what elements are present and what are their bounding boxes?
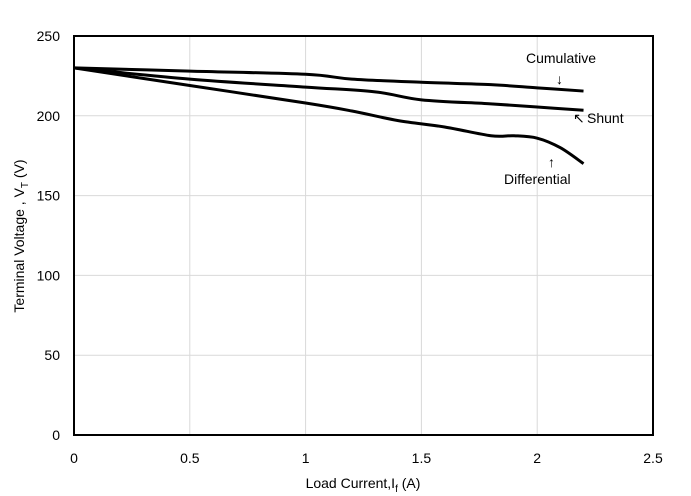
annotation-arrow-cumulative: ↓ (556, 71, 563, 87)
series-layer (73, 66, 585, 165)
x-tick-label: 0.5 (180, 450, 200, 466)
annotation-label-shunt: Shunt (587, 110, 624, 126)
y-axis-title: Terminal Voltage , VT (V) (11, 159, 31, 312)
series-line-cumulative (73, 66, 584, 93)
x-tick-label: 1.5 (412, 450, 432, 466)
y-tick-label: 200 (37, 108, 61, 124)
annotation-arrow-differential: ↑ (548, 154, 555, 170)
annotation-arrow-shunt: ↖ (573, 110, 585, 126)
y-axis-title-unit: (V) (11, 159, 27, 182)
x-axis-title: Load Current,If (A) (306, 475, 421, 495)
x-tick-label: 2.5 (643, 450, 663, 466)
y-tick-label: 50 (44, 347, 60, 363)
x-tick-label: 2 (533, 450, 541, 466)
grid (74, 36, 653, 435)
y-axis-title-main: Terminal Voltage , V (11, 187, 27, 312)
y-tick-label: 0 (52, 427, 60, 443)
series-line-differential (73, 66, 585, 165)
tick-labels: 0 0.5 1 1.5 2 2.5 0 50 100 150 200 250 (37, 28, 663, 466)
y-tick-label: 250 (37, 28, 61, 44)
x-tick-label: 1 (302, 450, 310, 466)
plot-area-frame (73, 35, 654, 436)
x-axis-title-subscript: f (395, 484, 398, 495)
y-tick-label: 100 (37, 267, 61, 283)
y-tick-label: 150 (37, 188, 61, 204)
x-axis-title-unit: (A) (398, 475, 421, 491)
x-axis-title-main: Load Current,I (306, 475, 396, 491)
annotation-label-differential: Differential (504, 171, 571, 187)
annotation-label-cumulative: Cumulative (526, 50, 596, 66)
y-axis-title-subscript: T (20, 182, 31, 188)
series-line-shunt (73, 66, 584, 112)
x-tick-label: 0 (70, 450, 78, 466)
